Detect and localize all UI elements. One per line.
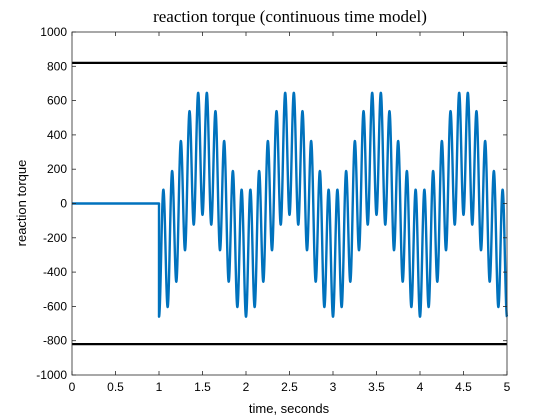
x-tick-label: 1 <box>156 380 163 394</box>
x-tick-label: 2 <box>243 380 250 394</box>
x-tick-label: 2.5 <box>281 380 298 394</box>
x-tick-label: 3 <box>330 380 337 394</box>
y-tick-label: -200 <box>43 231 67 245</box>
plot-area: 0 0.5 1 1.5 2 2.5 3 3.5 4 4.5 5 -1000 -800 -600 -400 -2… <box>36 25 510 394</box>
y-tick-label: -600 <box>43 299 67 313</box>
series-group <box>72 61 509 346</box>
x-tick-label: 5 <box>504 380 511 394</box>
y-tick-label: -400 <box>43 265 67 279</box>
y-tick-label: 1000 <box>40 25 67 39</box>
x-tick-label: 0.5 <box>107 380 124 394</box>
y-tick-label: 600 <box>47 94 67 108</box>
x-tick-label: 0 <box>69 380 76 394</box>
y-tick-label: 0 <box>60 197 67 211</box>
x-tick-label: 4.5 <box>455 380 472 394</box>
x-tick-label: 1.5 <box>194 380 211 394</box>
series-line-torque <box>72 91 509 318</box>
x-tick-label: 4 <box>417 380 424 394</box>
x-axis-label: time, seconds <box>249 401 330 416</box>
y-tick-label: -800 <box>43 334 67 348</box>
x-tick-label: 3.5 <box>368 380 385 394</box>
y-tick-label: 200 <box>47 162 67 176</box>
y-tick-label: 800 <box>47 59 67 73</box>
y-axis-label: reaction torque <box>14 160 29 247</box>
y-tick-label: 400 <box>47 128 67 142</box>
chart-title: reaction torque (continuous time model) <box>153 7 427 26</box>
y-tick-label: -1000 <box>36 368 67 382</box>
